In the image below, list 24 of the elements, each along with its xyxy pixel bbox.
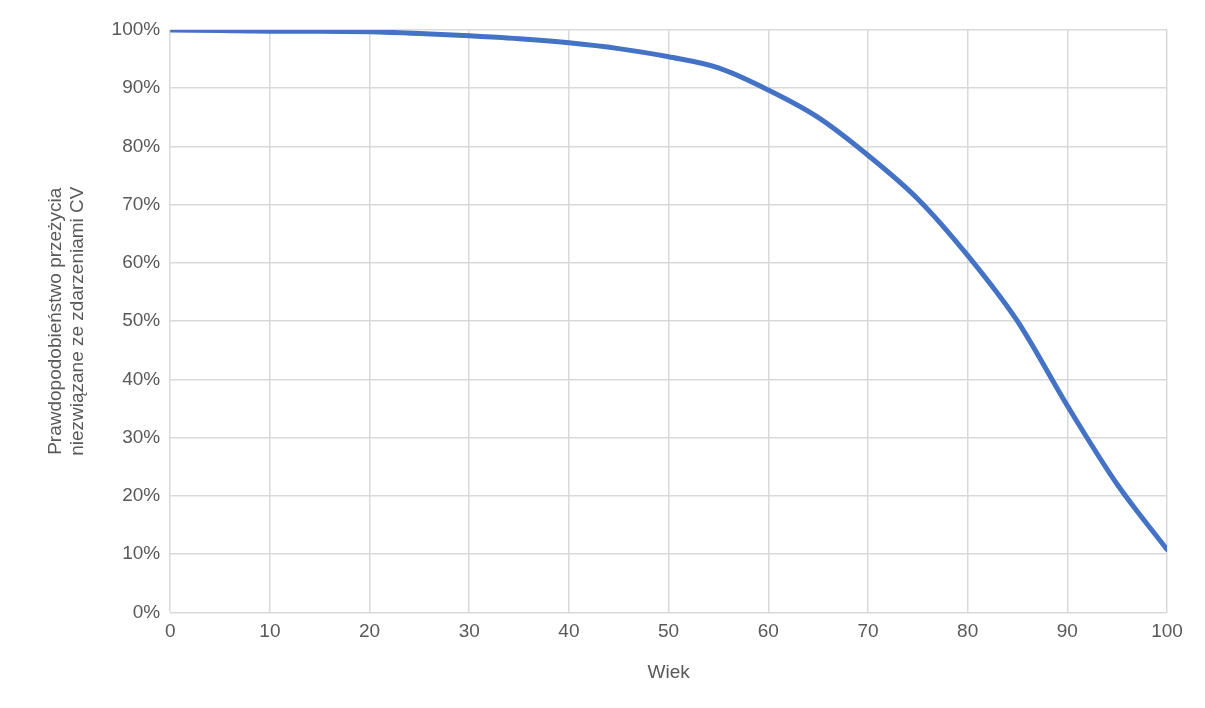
- y-tick-label: 70%: [122, 192, 161, 214]
- x-axis-title: Wiek: [647, 660, 691, 682]
- x-tick-label: 80: [957, 620, 979, 642]
- y-tick-label: 40%: [122, 367, 161, 389]
- x-tick-label: 60: [757, 620, 779, 642]
- y-tick-label: 10%: [122, 542, 161, 564]
- y-tick-label: 60%: [122, 251, 161, 273]
- x-tick-label: 70: [857, 620, 879, 642]
- x-tick-label: 40: [558, 620, 580, 642]
- x-tick-label: 90: [1056, 620, 1078, 642]
- y-tick-label: 20%: [122, 484, 161, 506]
- y-tick-label: 30%: [122, 425, 161, 447]
- x-tick-label: 20: [358, 620, 381, 642]
- y-axis-title: Prawdopodobieństwo przeżycia niezwiązane ze zdarzeniami CV: [43, 186, 88, 456]
- x-tick-label: 50: [658, 620, 680, 642]
- x-tick-label: 100: [1151, 620, 1183, 642]
- x-tick-label: 30: [458, 620, 480, 642]
- y-tick-label: 50%: [122, 309, 161, 331]
- y-tick-label: 80%: [122, 134, 161, 156]
- y-tick-label: 100%: [111, 18, 161, 40]
- x-tick-label: 10: [259, 620, 281, 642]
- y-tick-label: 90%: [122, 76, 161, 98]
- y-tick-label: 0%: [132, 600, 161, 622]
- x-tick-label: 0: [164, 620, 176, 642]
